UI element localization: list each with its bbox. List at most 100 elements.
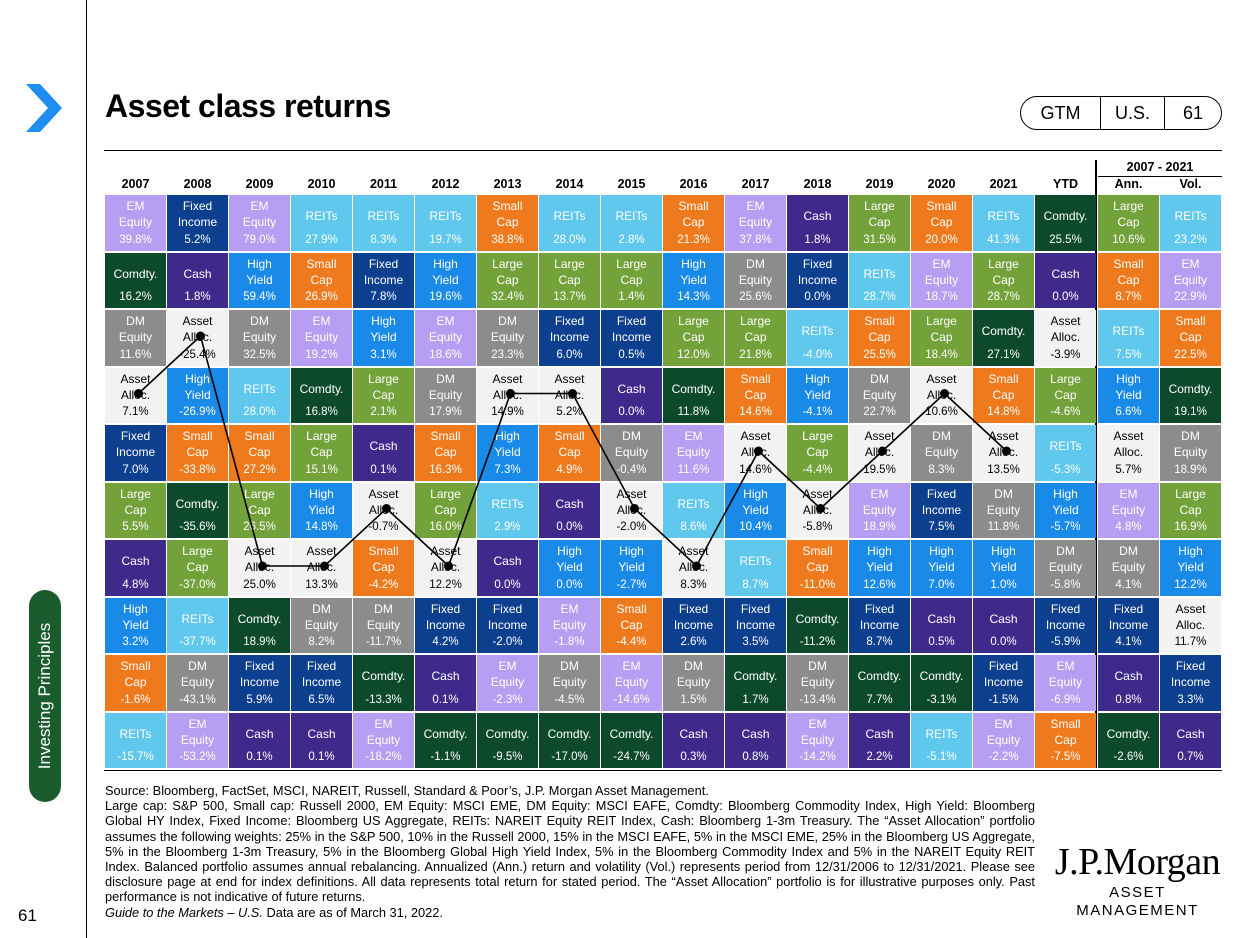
asset-class-label: Fixed Income (549, 314, 590, 344)
return-value: 16.9% (1174, 521, 1207, 533)
return-value: -43.1% (179, 693, 216, 706)
asset-class-label: Asset Alloc. (492, 371, 523, 402)
return-value: 14.3% (677, 291, 710, 303)
asset-class-label: Cash (803, 209, 832, 223)
asset-class-label: DM Equity (614, 429, 649, 459)
asset-class-label: Asset Alloc. (182, 314, 213, 344)
asset-class-label: Fixed Income (673, 601, 714, 632)
cell-2020-small-cap: Small Cap 20.0% (911, 195, 972, 251)
asset-class-label: Large Cap (306, 429, 337, 459)
asset-class-label: High Yield (618, 544, 645, 574)
cell-2012-small-cap: Small Cap 16.3% (415, 425, 476, 481)
return-value: -26.9% (179, 406, 216, 418)
cell-2016-em-equity: EM Equity 11.6% (663, 425, 724, 481)
return-value: 27.2% (243, 463, 276, 476)
cell-2010-dm-equity: DM Equity 8.2% (291, 597, 352, 653)
year-header-2012: 2012 (431, 177, 460, 191)
return-value: 8.3% (370, 233, 397, 246)
return-value: 18.7% (925, 291, 958, 303)
cell-2009-cash: Cash 0.1% (229, 712, 290, 768)
cell-2020-high-yield: High Yield 7.0% (911, 540, 972, 596)
return-value: 11.6% (119, 348, 152, 361)
asset-class-label: DM Equity (366, 601, 401, 632)
return-value: 7.5% (928, 521, 955, 533)
asset-class-label: EM Equity (738, 199, 773, 229)
return-value: -33.8% (179, 463, 216, 476)
asset-class-label: Asset Alloc. (244, 544, 275, 574)
cell-2018-large-cap: Large Cap -4.4% (787, 425, 848, 481)
return-value: 0.0% (1052, 291, 1079, 303)
asset-class-label: Comdty. (1106, 726, 1151, 741)
return-value: 21.3% (677, 233, 710, 246)
return-value: 0.8% (742, 751, 769, 763)
cell-2020-reits: REITs -5.1% (911, 712, 972, 768)
cell-2019-reits: REITs 28.7% (849, 252, 910, 308)
asset-class-label: Cash (555, 496, 584, 511)
cell-2011-high-yield: High Yield 3.1% (353, 310, 414, 366)
asset-class-label: REITs (1174, 209, 1207, 223)
cell-2012-reits: REITs 19.7% (415, 195, 476, 251)
cell-2016-high-yield: High Yield 14.3% (663, 252, 724, 308)
asset-class-label: Asset Alloc. (678, 544, 709, 574)
return-value: 4.1% (1115, 636, 1142, 648)
return-value: -4.0% (802, 348, 833, 361)
cell-2013-high-yield: High Yield 7.3% (477, 425, 538, 481)
return-value: 14.9% (491, 406, 524, 418)
cell-2020-asset-alloc: Asset Alloc. 10.6% (911, 367, 972, 423)
asset-class-label: Fixed Income (1108, 601, 1149, 632)
cell-2010-fixed-income: Fixed Income 6.5% (291, 655, 352, 711)
return-value: -2.3% (492, 693, 523, 706)
return-value: 6.0% (556, 348, 583, 361)
asset-class-label: Large Cap (1113, 199, 1144, 229)
asset-class-label: DM Equity (986, 486, 1021, 517)
asset-class-label: Comdty. (113, 266, 158, 281)
cell-2016-small-cap: Small Cap 21.3% (663, 195, 724, 251)
return-value: -14.2% (799, 751, 836, 763)
asset-class-label: DM Equity (304, 601, 339, 632)
cell-2007-fixed-income: Fixed Income 7.0% (105, 425, 166, 481)
asset-class-label: Large Cap (120, 486, 151, 517)
asset-class-label: REITs (553, 209, 586, 223)
cell-2010-reits: REITs 27.9% (291, 195, 352, 251)
cell-2012-comdty: Comdty. -1.1% (415, 712, 476, 768)
cell-2014-dm-equity: DM Equity -4.5% (539, 655, 600, 711)
asset-class-label: High Yield (1115, 371, 1142, 402)
year-header-2009: 2009 (245, 177, 274, 191)
asset-class-label: Asset Alloc. (616, 486, 647, 517)
asset-class-label: Asset Alloc. (988, 429, 1019, 459)
cell-vol-high-yield: High Yield 12.2% (1160, 540, 1221, 596)
return-value: 0.0% (990, 636, 1017, 648)
asset-class-label: Cash (431, 669, 460, 683)
asset-class-label: Fixed Income (735, 601, 776, 632)
cell-2008-small-cap: Small Cap -33.8% (167, 425, 228, 481)
section-tab[interactable] (29, 590, 61, 802)
cell-2018-reits: REITs -4.0% (787, 310, 848, 366)
asset-class-label: REITs (367, 209, 400, 223)
cell-2011-cash: Cash 0.1% (353, 425, 414, 481)
asset-class-label: High Yield (1177, 544, 1204, 574)
cell-vol-cash: Cash 0.7% (1160, 712, 1221, 768)
return-value: -5.1% (926, 751, 957, 763)
asset-class-label: DM Equity (862, 371, 897, 402)
return-value: 5.2% (184, 233, 211, 246)
asset-class-label: EM Equity (676, 429, 711, 459)
asset-class-label: Asset Alloc. (430, 544, 461, 574)
cell-2007-asset-alloc: Asset Alloc. 7.1% (105, 367, 166, 423)
return-value: -4.6% (1050, 406, 1081, 418)
cell-2021-large-cap: Large Cap 28.7% (973, 252, 1034, 308)
year-header-2007: 2007 (121, 177, 150, 191)
asset-class-label: DM Equity (552, 659, 587, 689)
cell-2013-fixed-income: Fixed Income -2.0% (477, 597, 538, 653)
cell-2020-large-cap: Large Cap 18.4% (911, 310, 972, 366)
asset-class-label: Large Cap (988, 256, 1019, 287)
return-value: 0.0% (556, 521, 583, 533)
return-value: 0.0% (618, 406, 645, 418)
return-value: -0.4% (616, 463, 647, 476)
cell-2011-small-cap: Small Cap -4.2% (353, 540, 414, 596)
cell-vol-large-cap: Large Cap 16.9% (1160, 482, 1221, 538)
cell-2021-asset-alloc: Asset Alloc. 13.5% (973, 425, 1034, 481)
return-value: -11.0% (799, 578, 836, 591)
cell-ann-comdty: Comdty. -2.6% (1098, 712, 1159, 768)
return-value: 0.7% (1177, 751, 1204, 763)
return-value: 26.9% (305, 291, 338, 303)
